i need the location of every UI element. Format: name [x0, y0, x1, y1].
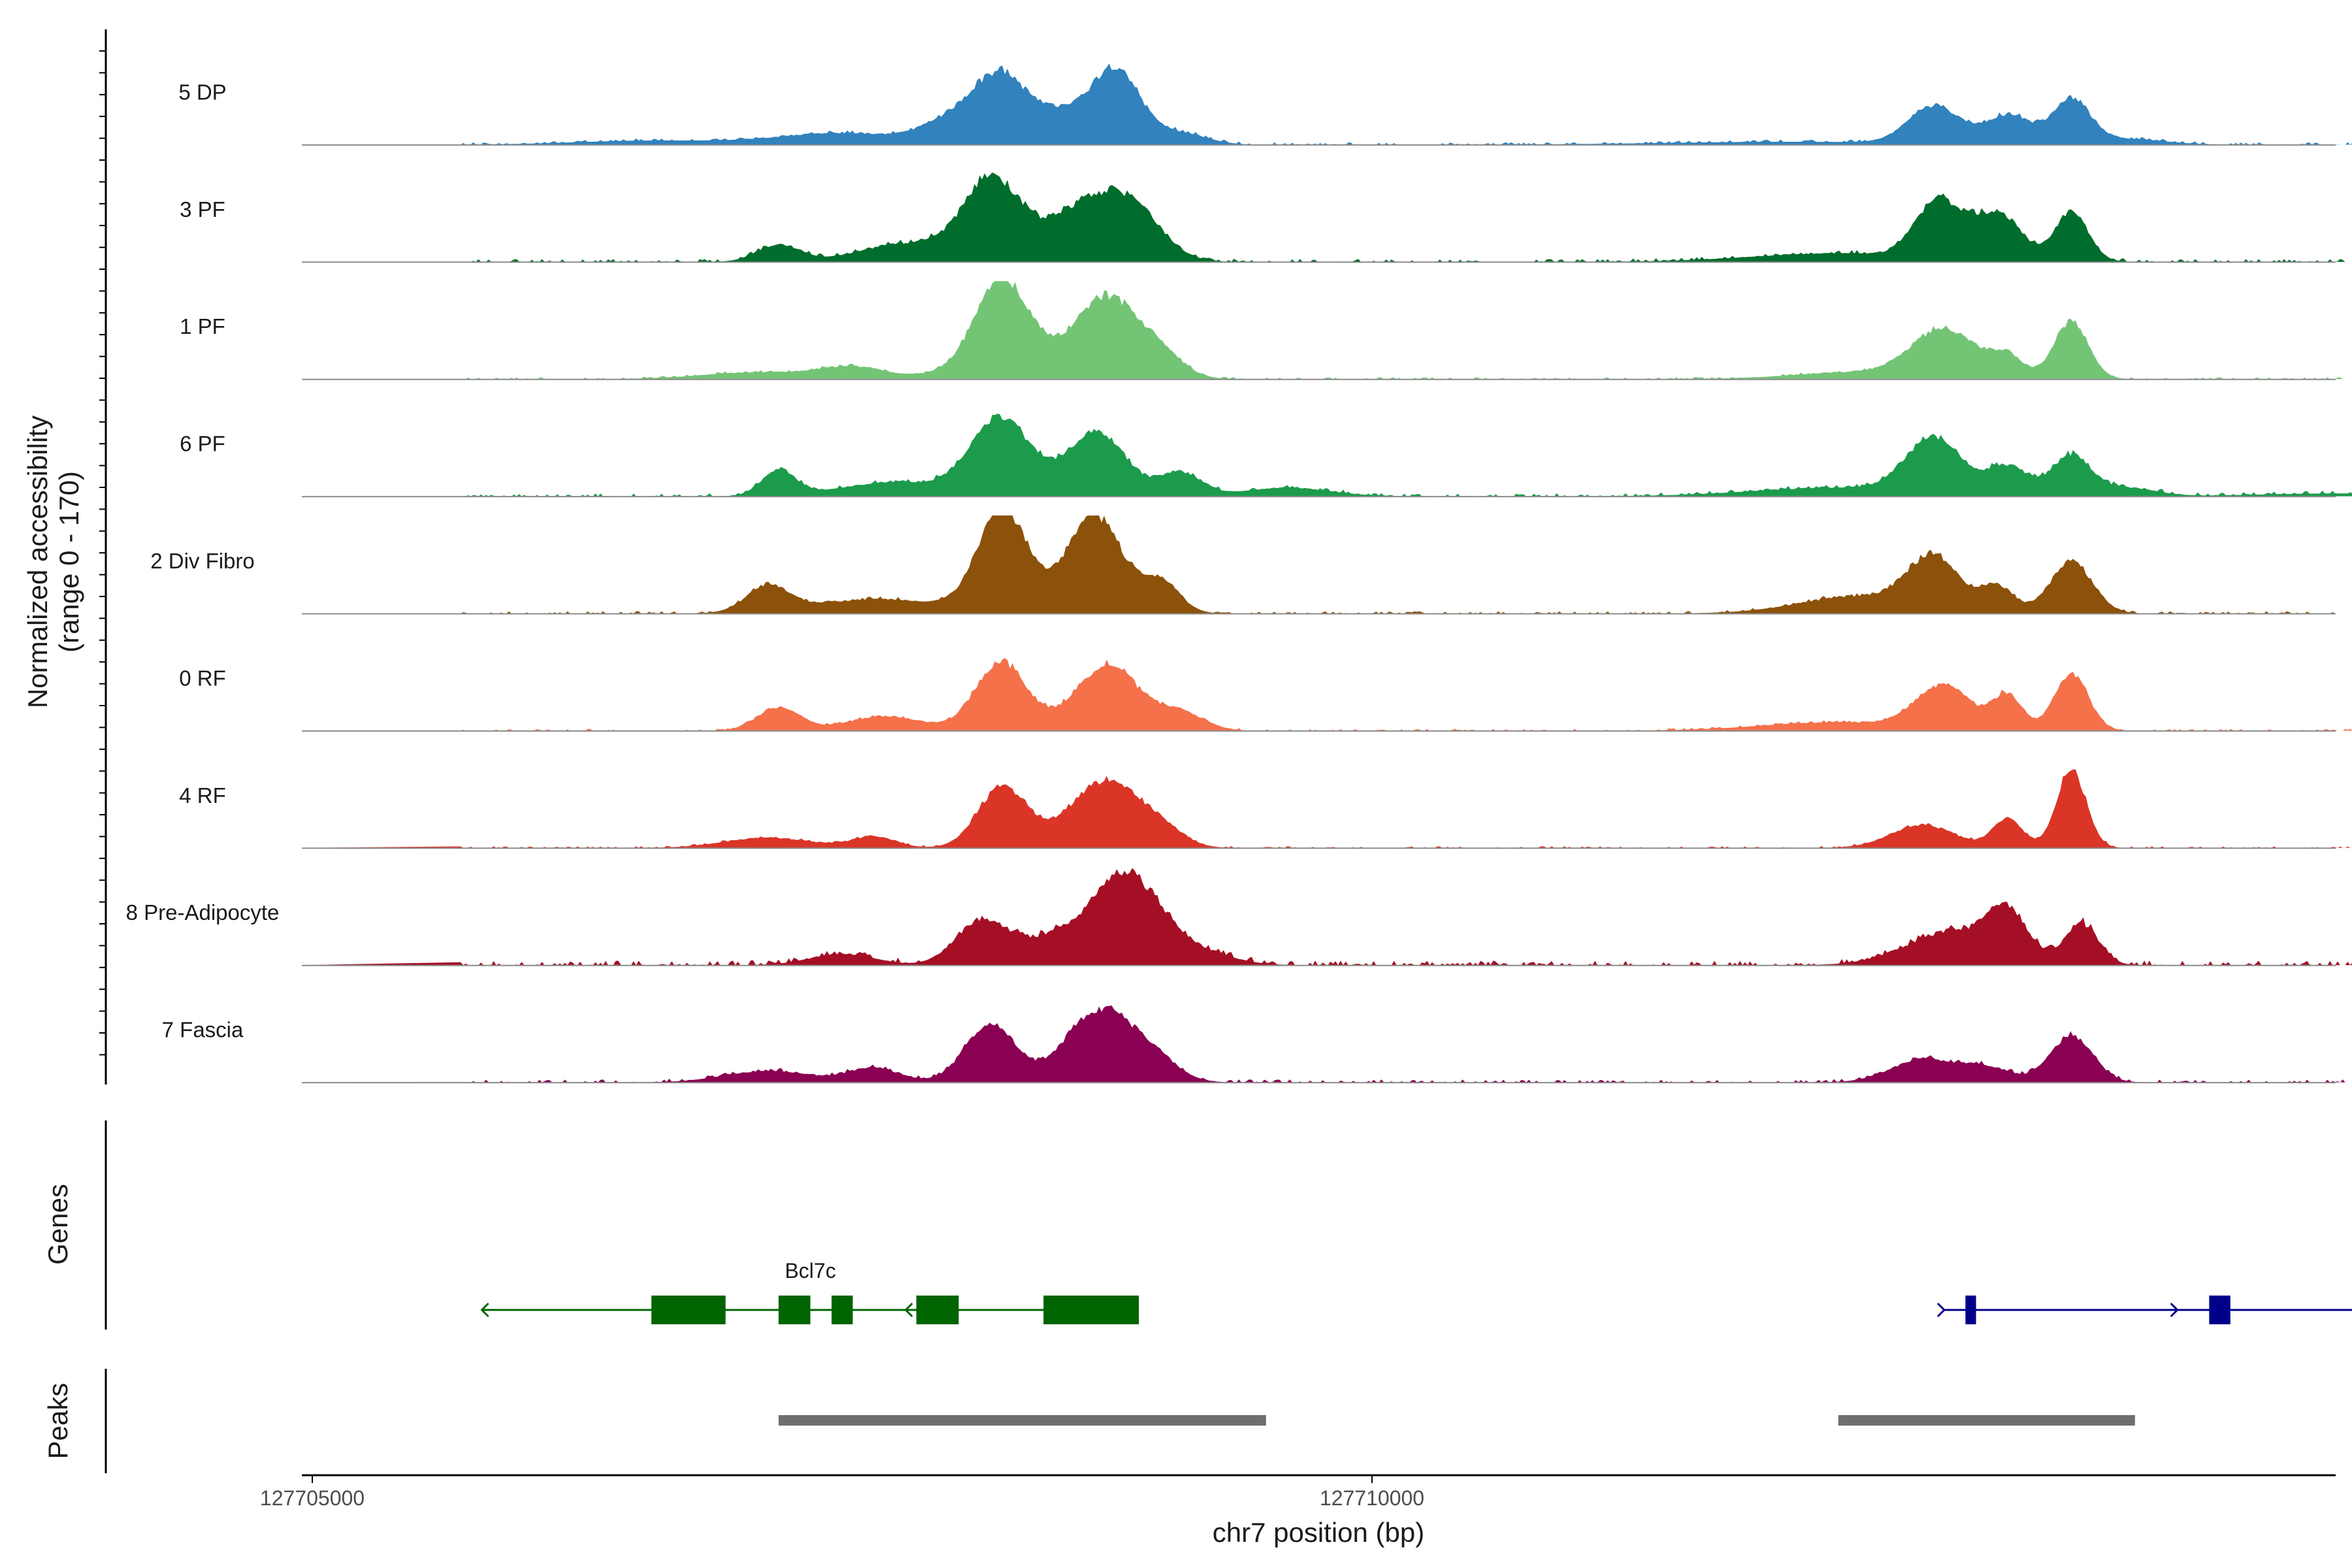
x-axis-title: chr7 position (bp) — [1213, 1517, 1425, 1548]
coverage-area — [302, 769, 2352, 848]
gene-exon — [778, 1296, 811, 1324]
gene-ctf1: Ctf1 — [1936, 1296, 2352, 1324]
gene-annotation-track: Bcl7cCtf1Ctf2 — [480, 1259, 2352, 1324]
peaks-track — [778, 1415, 2135, 1426]
x-tick-label: 127705000 — [260, 1486, 365, 1510]
gene-exon — [2209, 1296, 2230, 1324]
gene-exon — [916, 1296, 959, 1324]
coverage-area — [302, 414, 2352, 497]
coverage-area — [302, 658, 2352, 731]
x-tick-label: 127710000 — [1320, 1486, 1424, 1510]
track-label: 8 Pre-Adipocyte — [126, 900, 280, 924]
gene-exon — [1043, 1296, 1139, 1324]
track-1-pf: 1 PF — [180, 281, 2352, 380]
coverage-area — [302, 281, 2352, 380]
track-label: 2 Div Fibro — [150, 549, 255, 573]
track-label: 1 PF — [180, 314, 225, 338]
strand-arrow — [2170, 1302, 2179, 1318]
strand-arrow — [1936, 1302, 1946, 1318]
y-axis-title-line2: (range 0 - 170) — [54, 471, 84, 653]
track-label: 6 PF — [180, 432, 225, 456]
gene-exon — [1965, 1296, 1976, 1324]
track-5-dp: 5 DP — [178, 63, 2352, 146]
peak-region — [778, 1415, 1266, 1426]
coverage-area — [302, 63, 2352, 145]
coverage-area — [302, 868, 2352, 966]
coverage-area — [302, 172, 2352, 262]
gene-bcl7c: Bcl7c — [480, 1259, 1139, 1324]
genes-track-title: Genes — [42, 1184, 73, 1265]
track-6-pf: 6 PF — [180, 414, 2352, 498]
strand-arrow — [480, 1302, 489, 1318]
track-2-div-fibro: 2 Div Fibro — [150, 515, 2352, 615]
track-label: 5 DP — [178, 80, 226, 104]
track-label: 4 RF — [179, 783, 226, 808]
gene-exon — [831, 1296, 853, 1324]
coverage-area — [302, 515, 2352, 613]
coverage-tracks: 5 DP 3 PF 1 PF 6 PF 2 Div Fibro 0 RF 4 RF 8 Pre… — [126, 63, 2352, 1084]
track-label: 0 RF — [179, 666, 226, 690]
gene-exon — [651, 1296, 726, 1324]
track-8-pre-adipocyte: 8 Pre-Adipocyte — [126, 868, 2352, 966]
peaks-track-title: Peaks — [42, 1383, 73, 1460]
track-0-rf: 0 RF — [179, 658, 2352, 732]
track-label: 3 PF — [180, 197, 225, 221]
y-axis-title-line1: Normalized accessibility — [22, 416, 53, 708]
track-label: 7 Fascia — [162, 1018, 244, 1042]
strand-arrow — [904, 1302, 913, 1318]
track-7-fascia: 7 Fascia — [162, 1005, 2352, 1084]
gene-label: Bcl7c — [785, 1259, 836, 1282]
track-3-pf: 3 PF — [180, 172, 2352, 263]
peak-region — [1838, 1415, 2135, 1426]
axes: 127705000127710000127715000127720000 — [99, 29, 2336, 1510]
coverage-area — [302, 1005, 2352, 1083]
track-4-rf: 4 RF — [179, 769, 2352, 849]
